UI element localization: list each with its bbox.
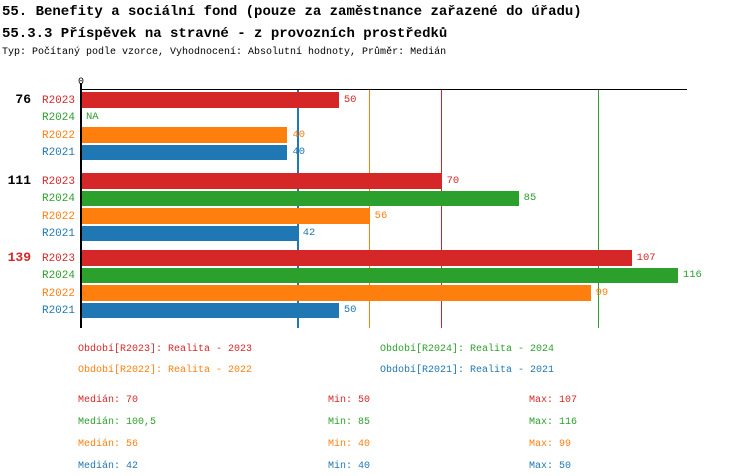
median-line-red xyxy=(440,90,443,328)
bar-value-label: 40 xyxy=(292,146,306,158)
bar-r2022 xyxy=(82,127,288,143)
bar-row-label-r2024: R2024 xyxy=(41,193,75,205)
bar-row-label-r2023: R2023 xyxy=(41,94,75,107)
legend-item-green: Období[R2024]: Realita - 2024 xyxy=(380,344,555,355)
bar-row-label-r2021: R2021 xyxy=(41,305,75,317)
x-axis-zero-label: 0 xyxy=(71,77,91,88)
bar-value-label: 42 xyxy=(302,227,316,239)
bar-r2023 xyxy=(82,250,632,266)
legend-item-blue: Období[R2021]: Realita - 2021 xyxy=(380,365,555,376)
stat-max-red: Max: 107 xyxy=(529,395,578,406)
bar-row-label-r2023: R2023 xyxy=(41,252,75,265)
bar-row-label-r2024: R2024 xyxy=(41,270,75,282)
stat-min-red: Min: 50 xyxy=(328,395,371,406)
bar-r2021 xyxy=(82,225,298,241)
bar-r2021 xyxy=(82,302,339,318)
median-line-green xyxy=(597,90,600,328)
bar-row-label-r2024: R2024 xyxy=(41,112,75,124)
bar-value-label-na: NA xyxy=(86,111,99,123)
stat-max-blue: Max: 50 xyxy=(529,461,572,472)
bar-value-label: 107 xyxy=(636,251,656,264)
y-axis-line xyxy=(79,83,82,328)
stat-max-orange: Max: 99 xyxy=(529,439,572,450)
bar-row-label-r2022: R2022 xyxy=(41,210,75,223)
stat-max-green: Max: 116 xyxy=(529,417,578,428)
bar-value-label: 70 xyxy=(446,174,460,187)
bar-value-label: 56 xyxy=(374,209,388,222)
bar-r2022 xyxy=(82,208,370,224)
bar-row-label-r2022: R2022 xyxy=(41,287,75,300)
median-line-orange xyxy=(368,90,371,328)
bar-r2023 xyxy=(82,92,339,108)
page-title-line2: 55.3.3 Příspěvek na stravné - z provozní… xyxy=(2,26,448,42)
chart-meta-line: Typ: Počítaný podle vzorce, Vyhodnocení:… xyxy=(2,47,447,58)
legend-item-orange: Období[R2022]: Realita - 2022 xyxy=(78,365,253,376)
group-label: 76 xyxy=(15,92,31,107)
bar-row-label-r2021: R2021 xyxy=(41,228,75,240)
bar-r2023 xyxy=(82,173,442,189)
bar-value-label: 50 xyxy=(343,304,357,316)
bar-row-label-r2022: R2022 xyxy=(41,129,75,142)
bar-value-label: 85 xyxy=(523,192,537,204)
x-axis-line xyxy=(81,88,687,91)
stat-min-orange: Min: 40 xyxy=(328,439,371,450)
bar-row-label-r2021: R2021 xyxy=(41,147,75,159)
page-title-line1: 55. Benefity a sociální fond (pouze za z… xyxy=(2,4,582,20)
bar-value-label: 50 xyxy=(343,93,357,106)
bar-value-label: 99 xyxy=(595,286,609,299)
stat-min-green: Min: 85 xyxy=(328,417,371,428)
stat-median-blue: Medián: 42 xyxy=(78,461,139,472)
bar-r2021 xyxy=(82,144,288,160)
stat-median-red: Medián: 70 xyxy=(78,395,139,406)
bar-r2022 xyxy=(82,285,591,301)
stat-min-blue: Min: 40 xyxy=(328,461,371,472)
bar-r2024 xyxy=(82,267,678,283)
legend-item-red: Období[R2023]: Realita - 2023 xyxy=(78,344,253,355)
bar-r2024 xyxy=(82,190,519,206)
bar-value-label: 116 xyxy=(682,269,702,281)
group-label: 111 xyxy=(7,173,31,188)
stat-median-green: Medián: 100,5 xyxy=(78,417,157,428)
group-label: 139 xyxy=(7,250,31,265)
bar-value-label: 40 xyxy=(292,128,306,141)
stat-median-orange: Medián: 56 xyxy=(78,439,139,450)
bar-row-label-r2023: R2023 xyxy=(41,175,75,188)
